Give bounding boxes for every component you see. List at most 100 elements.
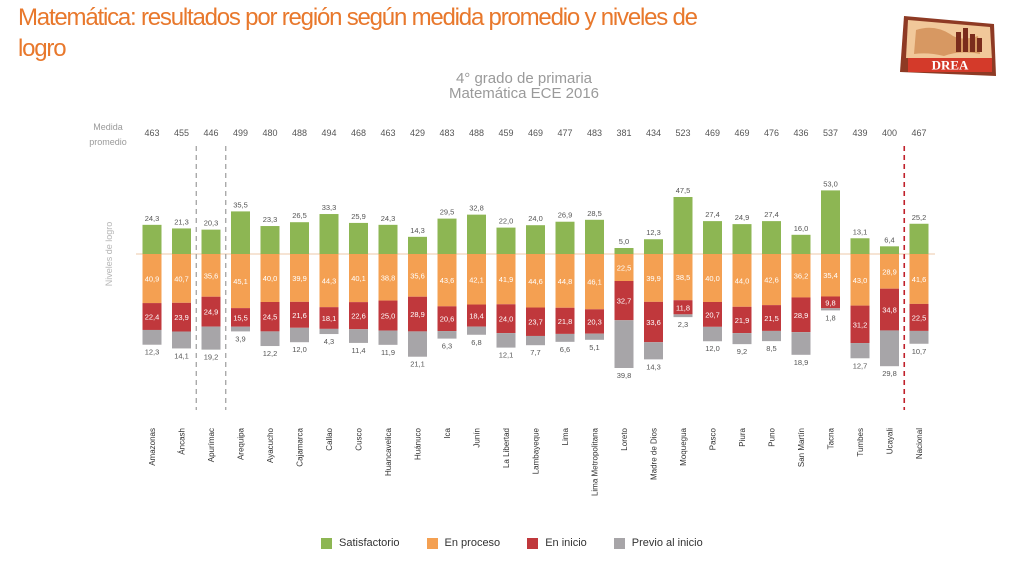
bar-en-proceso-apurimac: [201, 254, 221, 297]
bar-satisfactorio-madre-de-dios: [644, 239, 663, 254]
value-en-inicio-ayacucho: 24,5: [263, 313, 278, 322]
value-en-inicio-lambayeque: 23,7: [528, 318, 543, 327]
value-en-inicio-nacional: 22,5: [912, 313, 927, 322]
bar-satisfactorio-pasco: [703, 221, 722, 254]
bar-satisfactorio-cajamarca: [290, 222, 309, 254]
bar-satisfactorio-junin: [467, 214, 486, 254]
bar-en-proceso-huanuco: [408, 254, 427, 297]
medida-promedio-huancavelica: 463: [380, 128, 395, 138]
medida-label-line1: Medida: [93, 122, 123, 132]
bar-en-proceso-arequipa: [231, 254, 250, 309]
medida-promedio-ica: 483: [439, 128, 454, 138]
bar-en-proceso-moquegua: [673, 254, 693, 301]
bar-satisfactorio-moquegua: [673, 197, 693, 254]
bar-previo-al-inicio-tumbes: [850, 343, 870, 359]
bar-en-inicio-huancavelica: [378, 300, 398, 331]
value-satisfactorio-la-libertad: 22,0: [499, 217, 514, 226]
value-previo-al-inicio-lambayeque: 7,7: [530, 348, 540, 357]
value-previo-al-inicio-piura: 9,2: [737, 347, 747, 356]
bar-satisfactorio-cusco: [349, 222, 368, 254]
value-satisfactorio-arequipa: 35,5: [233, 200, 248, 209]
bar-en-proceso-ayacucho: [260, 254, 280, 302]
bar-en-proceso-callao: [319, 254, 339, 308]
bar-satisfactorio-lima: [555, 221, 575, 254]
chart-titles: 4° grado de primaria Matemática ECE 2016: [424, 71, 624, 101]
legend-item-1: En proceso: [426, 537, 500, 549]
value-en-inicio-loreto: 32,7: [617, 297, 632, 306]
value-en-inicio-huancavelica: 25,0: [381, 312, 396, 321]
medida-promedio-tumbes: 439: [852, 128, 867, 138]
value-en-proceso-cusco: 40,1: [351, 274, 366, 283]
value-satisfactorio-lambayeque: 24,0: [528, 214, 543, 223]
value-en-inicio-ucayali: 34,8: [882, 306, 897, 315]
value-en-proceso-lima-metropolitana: 46,1: [587, 278, 602, 287]
legend-item-3: Previo al inicio: [613, 537, 703, 549]
bar-satisfactorio-ucayali: [880, 246, 899, 254]
value-previo-al-inicio-cajamarca: 12,0: [292, 345, 307, 354]
drea-logo: DREA: [894, 14, 998, 78]
value-en-proceso-ayacucho: 40,0: [263, 274, 278, 283]
medida-promedio-apurimac: 446: [203, 128, 218, 138]
bar-satisfactorio-loreto: [614, 248, 634, 254]
category-label-cusco: Cusco: [355, 427, 364, 450]
value-satisfactorio-nacional: 25,2: [912, 213, 927, 222]
value-previo-al-inicio-ucayali: 29,8: [882, 369, 897, 378]
bar-en-inicio-apurimac: [201, 296, 221, 327]
value-en-proceso-tumbes: 43,0: [853, 276, 868, 285]
category-label-huanuco: Huánuco: [414, 427, 423, 460]
value-satisfactorio-huancavelica: 24,3: [381, 214, 396, 223]
bar-en-inicio-ica: [437, 306, 457, 332]
value-previo-al-inicio-callao: 4,3: [324, 337, 334, 346]
value-en-inicio-san-martin: 28,9: [794, 311, 809, 320]
y-axis-label: Niveles de logro: [104, 222, 114, 287]
bar-en-inicio-arequipa: [231, 308, 250, 327]
value-en-proceso-puno: 42,6: [764, 276, 779, 285]
value-en-proceso-pasco: 40,0: [705, 274, 720, 283]
bar-en-proceso-loreto: [614, 254, 634, 281]
bar-previo-al-inicio-junin: [467, 326, 486, 335]
value-en-inicio-la-libertad: 24,0: [499, 315, 514, 324]
bar-previo-al-inicio-puno: [762, 330, 781, 342]
value-previo-al-inicio-junin: 6,8: [471, 338, 481, 347]
medida-promedio-ancash: 455: [174, 128, 189, 138]
value-en-proceso-huanuco: 35,6: [410, 271, 425, 280]
bar-en-inicio-huanuco: [408, 296, 427, 332]
value-previo-al-inicio-huancavelica: 11,9: [381, 348, 395, 357]
value-en-proceso-madre-de-dios: 39,9: [646, 274, 661, 283]
bar-en-proceso-lima: [555, 254, 575, 308]
value-en-proceso-san-martin: 36,2: [794, 272, 809, 281]
value-previo-al-inicio-madre-de-dios: 14,3: [646, 362, 661, 371]
bar-en-proceso-huancavelica: [378, 254, 398, 301]
value-en-inicio-ancash: 23,9: [174, 313, 189, 322]
category-label-callao: Callao: [325, 427, 334, 450]
value-en-inicio-madre-de-dios: 33,6: [646, 318, 661, 327]
bar-en-inicio-junin: [467, 304, 486, 327]
bar-en-inicio-lima: [555, 307, 575, 334]
category-label-moquegua: Moquegua: [679, 427, 688, 465]
medida-promedio-loreto: 381: [616, 128, 631, 138]
bar-previo-al-inicio-cusco: [349, 329, 368, 343]
bar-previo-al-inicio-moquegua: [673, 314, 693, 318]
value-en-proceso-callao: 44,3: [322, 277, 337, 286]
value-en-proceso-amazonas: 40,9: [145, 275, 160, 284]
value-previo-al-inicio-moquegua: 2,3: [678, 320, 688, 329]
bar-satisfactorio-nacional: [909, 223, 929, 254]
legend-swatch-1: [426, 537, 438, 549]
value-satisfactorio-lima: 26,9: [558, 211, 573, 220]
value-satisfactorio-lima-metropolitana: 28,5: [587, 209, 602, 218]
medida-promedio-cajamarca: 488: [292, 128, 307, 138]
value-satisfactorio-cusco: 25,9: [351, 212, 366, 221]
bar-satisfactorio-amazonas: [142, 224, 162, 254]
category-label-pasco: Pasco: [709, 427, 718, 450]
value-previo-al-inicio-lima-metropolitana: 5,1: [589, 343, 599, 352]
bar-en-proceso-nacional: [909, 254, 929, 304]
value-satisfactorio-junin: 32,8: [469, 204, 484, 213]
value-en-proceso-lima: 44,8: [558, 277, 573, 286]
chart-title: 4° grado de primaria: [455, 70, 593, 87]
value-satisfactorio-tacna: 53,0: [823, 179, 838, 188]
medida-promedio-lambayeque: 469: [528, 128, 543, 138]
medida-promedio-moquegua: 523: [675, 128, 690, 138]
value-satisfactorio-san-martin: 16,0: [794, 224, 809, 233]
value-previo-al-inicio-huanuco: 21,1: [410, 360, 425, 369]
value-en-proceso-arequipa: 45,1: [233, 277, 248, 286]
